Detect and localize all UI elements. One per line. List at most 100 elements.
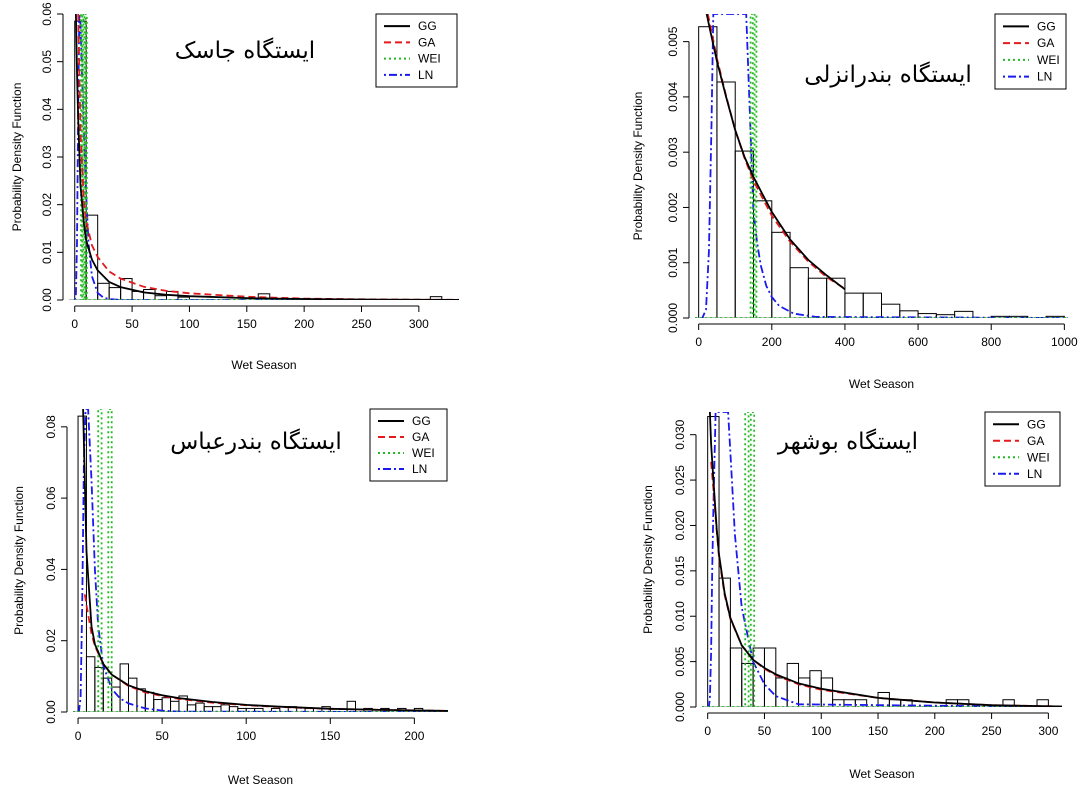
- panel-title: ایستگاه بندرعباس: [170, 428, 342, 455]
- density-line-ln: [73, 409, 448, 712]
- legend: GG GA WEI LN: [994, 13, 1067, 90]
- histogram-bar: [1002, 699, 1015, 707]
- x-tick-label: 150: [868, 724, 888, 738]
- x-axis-label: Wet Season: [849, 767, 914, 781]
- plot-area: [695, 14, 1068, 318]
- legend-label-ln: LN: [418, 68, 433, 82]
- histogram-bar: [254, 707, 264, 712]
- x-axis-label: Wet Season: [228, 773, 293, 787]
- density-line-wei: [702, 412, 1062, 707]
- histogram-bar: [843, 699, 856, 707]
- density-line-ga: [710, 461, 1062, 707]
- y-tick-label: 0.08: [44, 415, 58, 439]
- plot-area: [702, 412, 1062, 707]
- legend: GG GA WEI LN: [984, 411, 1061, 487]
- histogram-bar: [119, 663, 129, 712]
- legend-label-ga: GA: [412, 430, 429, 444]
- histogram-bar: [826, 277, 846, 318]
- density-line-wei: [695, 14, 1068, 318]
- y-tick-label: 0.020: [673, 510, 687, 540]
- chart-panel-1: 0 50 100 150 200 250 300 0.00 0.01 0.02 0.03 0.04 0.…: [10, 2, 459, 372]
- y-axis-label: Probability Density Function: [10, 83, 24, 232]
- histogram-bar: [195, 702, 205, 712]
- y-tick-label: 0.000: [673, 692, 687, 722]
- histogram-bar: [862, 292, 883, 318]
- y-tick-label: 0.00: [44, 700, 58, 724]
- histogram-bar: [954, 310, 974, 318]
- histogram-bar: [844, 292, 864, 318]
- histogram-bar: [775, 677, 788, 707]
- histogram-bar: [97, 282, 110, 300]
- histogram-bar: [127, 677, 138, 712]
- histogram-bar: [832, 699, 845, 707]
- y-tick-label: 0.04: [44, 557, 58, 581]
- density-line-ln: [702, 412, 1062, 707]
- density-line-gg: [705, 14, 846, 291]
- x-tick-label: 50: [758, 724, 772, 738]
- x-tick-label: 600: [908, 335, 928, 349]
- panel-title: ایستگاه بوشهر: [777, 428, 918, 455]
- plot-area: [69, 14, 459, 300]
- histogram-bar: [881, 303, 901, 318]
- x-tick-label: 1000: [1051, 335, 1078, 349]
- density-line-gg: [82, 409, 448, 712]
- x-tick-label: 150: [320, 729, 340, 743]
- histogram-bar: [854, 699, 868, 707]
- legend-label-ga: GA: [418, 35, 435, 49]
- y-tick-label: 0.05: [40, 50, 54, 74]
- x-tick-label: 100: [811, 724, 831, 738]
- x-tick-label: 800: [981, 335, 1001, 349]
- y-tick-label: 0.000: [666, 303, 680, 333]
- legend-label-ln: LN: [1037, 70, 1052, 84]
- y-tick-label: 0.03: [40, 145, 54, 169]
- x-tick-label: 0: [75, 729, 82, 743]
- legend-label-ga: GA: [1027, 434, 1044, 448]
- density-line-ga: [77, 14, 459, 300]
- y-tick-label: 0.025: [673, 465, 687, 495]
- density-line-gg: [709, 412, 1062, 707]
- x-tick-label: 200: [925, 724, 945, 738]
- y-tick-label: 0.01: [40, 240, 54, 264]
- x-tick-label: 250: [982, 724, 1002, 738]
- legend-box: [375, 13, 458, 88]
- y-tick-label: 0.06: [44, 486, 58, 510]
- x-tick-label: 50: [125, 317, 139, 331]
- legend-box: [369, 408, 448, 482]
- x-tick-label: 0: [695, 335, 702, 349]
- x-axis-label: Wet Season: [231, 358, 296, 372]
- histogram-bar: [798, 677, 811, 707]
- x-tick-label: 400: [835, 335, 855, 349]
- histogram-bar: [820, 677, 834, 707]
- density-line-ga: [83, 594, 448, 712]
- x-tick-label: 300: [1038, 724, 1058, 738]
- histogram-bar: [807, 277, 828, 318]
- histogram-bar: [729, 647, 743, 707]
- legend-label-gg: GG: [418, 19, 437, 33]
- histogram-bar: [786, 662, 800, 707]
- legend-label-ga: GA: [1037, 36, 1054, 50]
- x-tick-label: 300: [409, 317, 429, 331]
- y-axis-label: Probability Density Function: [641, 485, 655, 634]
- chart-panel-4: 0 50 100 150 200 250 300 0.000 0.005 0.010 0.015 0.…: [641, 411, 1062, 781]
- histogram-bar: [143, 289, 156, 300]
- y-tick-label: 0.06: [40, 2, 54, 26]
- legend-label-ln: LN: [1027, 467, 1042, 481]
- y-tick-label: 0.00: [40, 288, 54, 312]
- density-line-ga: [706, 14, 846, 290]
- x-tick-label: 0: [704, 724, 711, 738]
- histogram-bar: [257, 293, 271, 300]
- y-tick-label: 0.002: [666, 192, 680, 222]
- y-tick-label: 0.02: [44, 629, 58, 653]
- y-tick-label: 0.005: [673, 646, 687, 676]
- x-tick-label: 200: [762, 335, 782, 349]
- legend-label-wei: WEI: [1037, 53, 1060, 67]
- legend-label-wei: WEI: [412, 446, 435, 460]
- histogram-bar: [771, 231, 791, 318]
- histogram-bar: [170, 700, 180, 712]
- histogram-bar: [270, 707, 281, 712]
- legend-label-ln: LN: [412, 462, 427, 476]
- histogram-bar: [753, 200, 773, 318]
- panel-title: ایستگاه جاسک: [175, 37, 315, 64]
- histogram-bar: [763, 647, 777, 707]
- y-axis-label: Probability Density Function: [631, 92, 645, 241]
